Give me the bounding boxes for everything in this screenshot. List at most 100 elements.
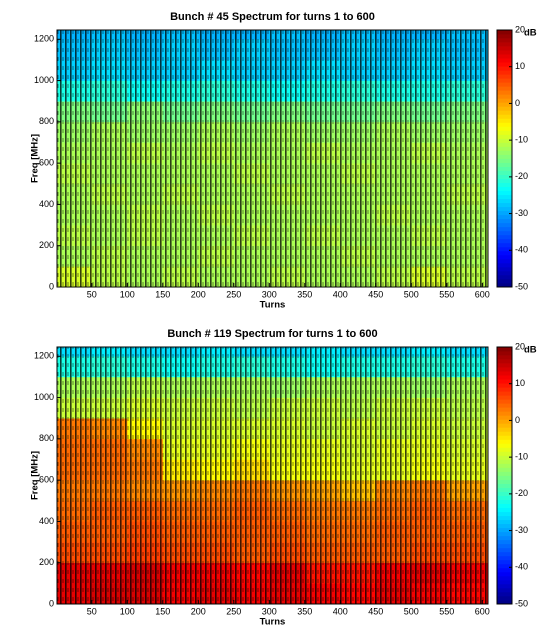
y-tick-label: 1000: [34, 392, 54, 402]
colorbar-step: [497, 587, 512, 593]
colorbar-step: [497, 30, 512, 35]
x-tick-label: 50: [87, 606, 97, 616]
chart-title: Bunch # 45 Spectrum for turns 1 to 600: [170, 11, 375, 23]
colorbar-step: [497, 419, 512, 424]
colorbar-step: [497, 515, 512, 521]
colorbar-step: [497, 282, 512, 288]
colorbar-step: [497, 258, 512, 264]
x-tick-label: 250: [226, 289, 241, 299]
colorbar-tick-label: 0: [515, 98, 520, 108]
colorbar-tick-label: -50: [515, 598, 528, 608]
colorbar-tick-label: -20: [515, 488, 528, 498]
colorbar-step: [497, 94, 512, 99]
x-tick-label: 400: [333, 289, 348, 299]
colorbar-step: [497, 559, 512, 565]
y-axis-label: Freq [MHz]: [30, 451, 41, 500]
colorbar-step: [497, 443, 512, 448]
colorbar-step: [497, 74, 512, 79]
colorbar-step: [497, 42, 512, 47]
plot-frame: [56, 346, 489, 605]
colorbar-step: [497, 158, 512, 163]
colorbar-step: [497, 90, 512, 95]
x-tick-label: 550: [439, 289, 454, 299]
colorbar-step: [497, 375, 512, 380]
colorbar-tick-label: 20: [515, 341, 525, 351]
colorbar-label: dB: [524, 28, 537, 39]
x-tick-label: 600: [475, 606, 490, 616]
colorbar-step: [497, 130, 512, 135]
colorbar-step: [497, 591, 512, 597]
x-tick-label: 550: [439, 606, 454, 616]
colorbar-step: [497, 46, 512, 51]
colorbar-step: [497, 58, 512, 63]
colorbar-tick-label: -20: [515, 171, 528, 181]
chart-title: Bunch # 119 Spectrum for turns 1 to 600: [167, 328, 377, 340]
colorbar-step: [497, 166, 512, 171]
colorbar-step: [497, 142, 512, 147]
colorbar-step: [497, 435, 512, 440]
chart: Bunch # 45 Spectrum for turns 1 to 600 50…: [30, 11, 537, 311]
contour-texture: [57, 30, 488, 287]
contour-texture: [57, 347, 488, 604]
colorbar-step: [497, 138, 512, 143]
colorbar-step: [497, 387, 512, 392]
colorbar-step: [497, 70, 512, 75]
colorbar-step: [497, 78, 512, 83]
colorbar-step: [497, 118, 512, 123]
colorbar-step: [497, 475, 512, 480]
colorbar-step: [497, 367, 512, 372]
colorbar-step: [497, 563, 512, 569]
colorbar-step: [497, 146, 512, 151]
colorbar-step: [497, 54, 512, 59]
colorbar-step: [497, 395, 512, 400]
x-tick-label: 50: [87, 289, 97, 299]
colorbar-step: [497, 222, 512, 228]
colorbar-step: [497, 351, 512, 356]
colorbar-step: [497, 479, 512, 484]
colorbar-step: [497, 186, 512, 192]
colorbar-step: [497, 535, 512, 541]
colorbar-step: [497, 463, 512, 468]
colorbar-step: [497, 230, 512, 236]
colorbar-step: [497, 415, 512, 420]
colorbar-frame: [496, 29, 513, 288]
colorbar-step: [497, 379, 512, 384]
colorbar-step: [497, 66, 512, 71]
x-tick-label: 250: [226, 606, 241, 616]
colorbar-step: [497, 371, 512, 376]
x-tick-label: 100: [120, 289, 135, 299]
colorbar-step: [497, 423, 512, 428]
x-tick-label: 500: [404, 606, 419, 616]
colorbar-step: [497, 383, 512, 388]
colorbar-step: [497, 102, 512, 107]
colorbar-step: [497, 218, 512, 224]
colorbar-step: [497, 126, 512, 131]
colorbar-step: [497, 278, 512, 284]
colorbar-step: [497, 50, 512, 55]
colorbar-step: [497, 487, 512, 492]
colorbar-step: [497, 122, 512, 127]
colorbar-step: [497, 98, 512, 103]
colorbar-tick-label: 0: [515, 415, 520, 425]
y-tick-label: 400: [39, 516, 54, 526]
x-tick-label: 450: [368, 606, 383, 616]
colorbar-step: [497, 226, 512, 232]
x-axis-label: Turns: [260, 617, 286, 628]
colorbar-tick-label: -30: [515, 208, 528, 218]
colorbar-step: [497, 439, 512, 444]
colorbar-step: [497, 551, 512, 557]
x-tick-label: 150: [155, 606, 170, 616]
colorbar-step: [497, 106, 512, 111]
colorbar-step: [497, 399, 512, 404]
x-tick-label: 300: [262, 289, 277, 299]
colorbar-step: [497, 599, 512, 605]
colorbar-step: [497, 523, 512, 529]
colorbar-step: [497, 467, 512, 472]
colorbar-step: [497, 190, 512, 196]
x-tick-label: 350: [297, 606, 312, 616]
colorbar-step: [497, 583, 512, 589]
colorbar-tick-label: -10: [515, 135, 528, 145]
colorbar-step: [497, 531, 512, 537]
colorbar-step: [497, 174, 512, 179]
colorbar-step: [497, 547, 512, 553]
